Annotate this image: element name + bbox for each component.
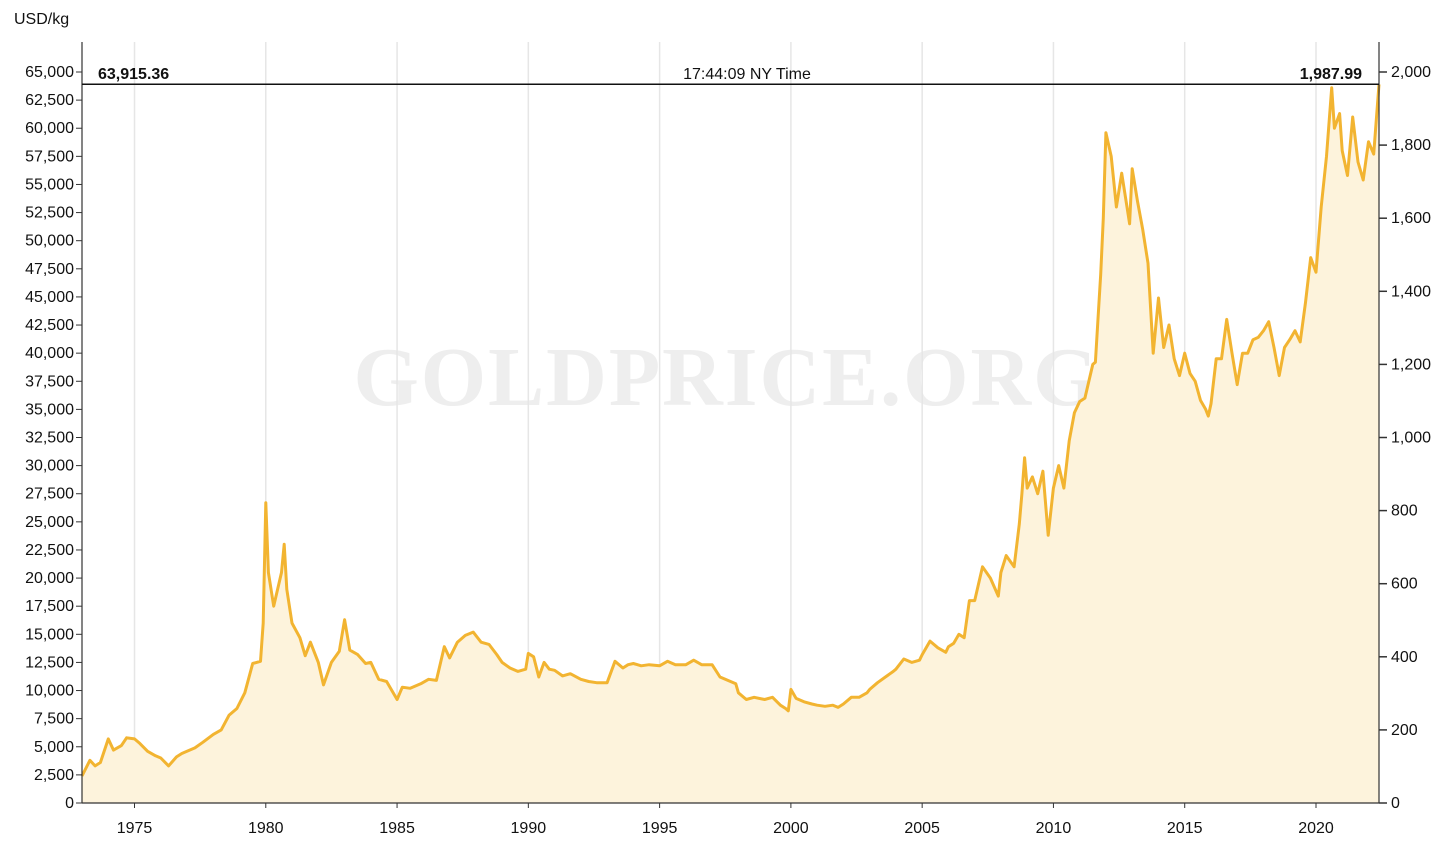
left-tick-label: 55,000 xyxy=(25,176,74,193)
series-line xyxy=(80,84,1381,777)
left-tick-label: 17,500 xyxy=(25,598,74,615)
right-tick-label: 400 xyxy=(1391,649,1418,666)
left-tick-label: 20,000 xyxy=(25,570,74,587)
right-tick-label: 2,000 xyxy=(1391,64,1431,81)
left-tick-label: 12,500 xyxy=(25,654,74,671)
readout-left-value: 63,915.36 xyxy=(98,66,169,83)
left-tick-label: 10,000 xyxy=(25,683,74,700)
watermark: GOLDPRICE.ORG xyxy=(353,331,1100,424)
left-tick-label: 65,000 xyxy=(25,64,74,81)
left-tick-label: 25,000 xyxy=(25,514,74,531)
right-tick-label: 1,800 xyxy=(1391,137,1431,154)
series-area-fill xyxy=(82,84,1379,803)
x-tick-label-2020: 2020 xyxy=(1298,820,1334,837)
x-tick-label-1985: 1985 xyxy=(379,820,415,837)
left-tick-label: 22,500 xyxy=(25,542,74,559)
left-tick-label: 60,000 xyxy=(25,120,74,137)
left-tick-label: 27,500 xyxy=(25,486,74,503)
axes xyxy=(81,42,1380,804)
left-tick-label: 37,500 xyxy=(25,373,74,390)
right-tick-label: 600 xyxy=(1391,576,1418,593)
x-tick-label-2015: 2015 xyxy=(1167,820,1203,837)
left-tick-label: 2,500 xyxy=(34,767,74,784)
right-axis-ticks: 0 200 400 600 800 1,000 1,200 1,400 1,600 1,800 2,… xyxy=(1379,64,1431,812)
left-tick-label: 40,000 xyxy=(25,345,74,362)
right-tick-label: 1,600 xyxy=(1391,210,1431,227)
left-tick-label: 42,500 xyxy=(25,317,74,334)
left-tick-label: 5,000 xyxy=(34,739,74,756)
right-tick-label: 1,200 xyxy=(1391,356,1431,373)
left-tick-label: 30,000 xyxy=(25,458,74,475)
x-tick-label-1980: 1980 xyxy=(248,820,284,837)
x-tick-label-1995: 1995 xyxy=(642,820,678,837)
left-tick-label: 45,000 xyxy=(25,289,74,306)
left-tick-label: 7,500 xyxy=(34,711,74,728)
left-tick-label: 52,500 xyxy=(25,205,74,222)
right-tick-label: 800 xyxy=(1391,503,1418,520)
readout-right-value: 1,987.99 xyxy=(1300,66,1362,83)
left-tick-label: 32,500 xyxy=(25,430,74,447)
x-tick-label-2000: 2000 xyxy=(773,820,809,837)
left-tick-label: 35,000 xyxy=(25,401,74,418)
y-axis-unit-label: USD/kg xyxy=(14,11,69,28)
left-tick-label: 50,000 xyxy=(25,233,74,250)
left-tick-label: 15,000 xyxy=(25,626,74,643)
x-tick-label-1975: 1975 xyxy=(117,820,153,837)
left-tick-label: 0 xyxy=(65,795,74,812)
x-tick-label-1990: 1990 xyxy=(511,820,547,837)
left-axis-ticks: 0 2,500 5,000 7,500 10,000 12,500 15,000 17,500… xyxy=(25,64,82,812)
left-tick-label: 62,500 xyxy=(25,92,74,109)
left-tick-label: 47,500 xyxy=(25,261,74,278)
x-tick-label-2010: 2010 xyxy=(1036,820,1072,837)
x-tick-label-2005: 2005 xyxy=(904,820,940,837)
right-tick-label: 200 xyxy=(1391,722,1418,739)
right-tick-label: 0 xyxy=(1391,795,1400,812)
x-axis-ticks: 1975 1980 1985 1990 1995 2000 2005 2010 2015 2020 xyxy=(117,803,1334,837)
right-tick-label: 1,000 xyxy=(1391,430,1431,447)
left-tick-label: 57,500 xyxy=(25,148,74,165)
readout-time: 17:44:09 NY Time xyxy=(683,66,811,83)
right-tick-label: 1,400 xyxy=(1391,283,1431,300)
